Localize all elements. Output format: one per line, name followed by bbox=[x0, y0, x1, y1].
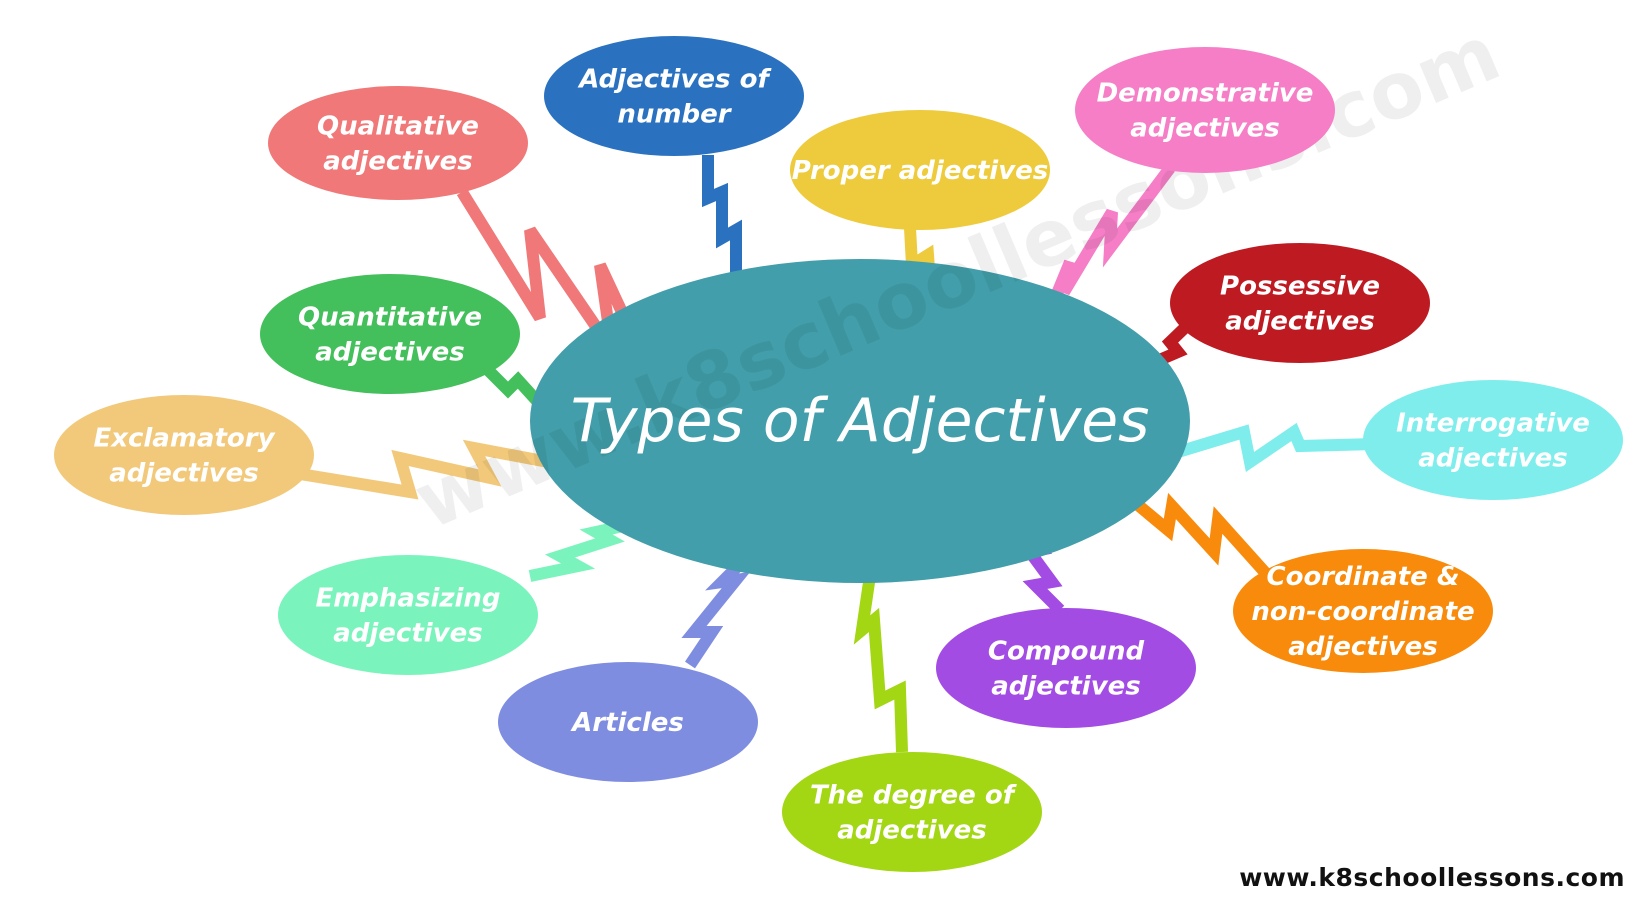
qualitative-ellipse bbox=[268, 86, 528, 200]
emphasizing-ellipse bbox=[278, 555, 538, 675]
interrogative-label-line: adjectives bbox=[1418, 444, 1568, 474]
exclamatory-label-line: adjectives bbox=[109, 459, 259, 489]
degree-label-line: adjectives bbox=[837, 816, 987, 846]
proper-label-line: Proper adjectives bbox=[792, 156, 1049, 186]
demonstrative-ellipse bbox=[1075, 47, 1335, 173]
interrogative-ellipse bbox=[1363, 380, 1623, 500]
degree-label-line: The degree of bbox=[810, 781, 1018, 811]
degree-bubble: The degree of adjectives bbox=[782, 752, 1042, 872]
number-label-line: Adjectives of bbox=[577, 65, 772, 95]
exclamatory-label-line: Exclamatory bbox=[93, 424, 275, 454]
articles-connector bbox=[681, 547, 757, 669]
exclamatory-connector bbox=[299, 439, 582, 500]
coordinate-label-line: non-coordinate bbox=[1251, 597, 1474, 627]
coordinate-label-line: Coordinate & bbox=[1267, 562, 1460, 592]
possessive-bubble: Possessive adjectives bbox=[1170, 243, 1430, 363]
possessive-ellipse bbox=[1170, 243, 1430, 363]
possessive-label-line: Possessive bbox=[1220, 272, 1380, 302]
possessive-label-line: adjectives bbox=[1225, 307, 1375, 337]
quantitative-label-line: Quantitative bbox=[298, 303, 482, 333]
qualitative-label-line: Qualitative bbox=[317, 112, 479, 142]
qualitative-connector bbox=[456, 188, 648, 358]
interrogative-bubble: Interrogative adjectives bbox=[1363, 380, 1623, 500]
quantitative-ellipse bbox=[260, 274, 520, 394]
degree-ellipse bbox=[782, 752, 1042, 872]
emphasizing-label-line: adjectives bbox=[333, 619, 483, 649]
interrogative-label-line: Interrogative bbox=[1396, 409, 1590, 439]
degree-connector bbox=[853, 561, 908, 753]
bubble-layer: Qualitative adjectives Adjectives of number… bbox=[54, 36, 1623, 872]
exclamatory-bubble: Exclamatory adjectives bbox=[54, 395, 314, 515]
articles-label-line: Articles bbox=[570, 708, 684, 738]
qualitative-label-line: adjectives bbox=[323, 147, 473, 177]
coordinate-label-line: adjectives bbox=[1288, 632, 1438, 662]
proper-ellipse bbox=[790, 110, 1050, 230]
emphasizing-label-line: Emphasizing bbox=[315, 584, 500, 614]
emphasizing-bubble: Emphasizing adjectives bbox=[278, 555, 538, 675]
coordinate-ellipse bbox=[1233, 549, 1493, 673]
articles-ellipse bbox=[498, 662, 758, 782]
articles-bubble: Articles bbox=[498, 662, 758, 782]
center-title: Types of Adjectives bbox=[571, 386, 1150, 456]
demonstrative-connector bbox=[1034, 164, 1175, 338]
quantitative-bubble: Quantitative adjectives bbox=[260, 274, 520, 394]
center-ellipse bbox=[530, 259, 1190, 583]
number-label-line: number bbox=[617, 100, 732, 130]
quantitative-label-line: adjectives bbox=[315, 338, 465, 368]
qualitative-bubble: Qualitative adjectives bbox=[268, 86, 528, 200]
proper-bubble: Proper adjectives bbox=[790, 110, 1050, 230]
compound-label-line: Compound bbox=[988, 637, 1145, 667]
compound-bubble: Compound adjectives bbox=[936, 608, 1196, 728]
number-connector bbox=[702, 155, 742, 292]
emphasizing-connector bbox=[528, 514, 652, 582]
demonstrative-bubble: Demonstrative adjectives bbox=[1075, 47, 1335, 173]
number-ellipse bbox=[544, 36, 804, 156]
demonstrative-label-line: Demonstrative bbox=[1097, 79, 1314, 109]
interrogative-connector bbox=[1176, 422, 1376, 473]
coordinate-connector bbox=[1128, 492, 1275, 583]
demonstrative-label-line: adjectives bbox=[1130, 114, 1280, 144]
compound-label-line: adjectives bbox=[991, 672, 1141, 702]
site-url: www.k8schoollessons.com bbox=[1239, 863, 1625, 892]
compound-ellipse bbox=[936, 608, 1196, 728]
coordinate-bubble: Coordinate & non-coordinate adjectives bbox=[1233, 549, 1493, 673]
number-bubble: Adjectives of number bbox=[544, 36, 804, 156]
exclamatory-ellipse bbox=[54, 395, 314, 515]
